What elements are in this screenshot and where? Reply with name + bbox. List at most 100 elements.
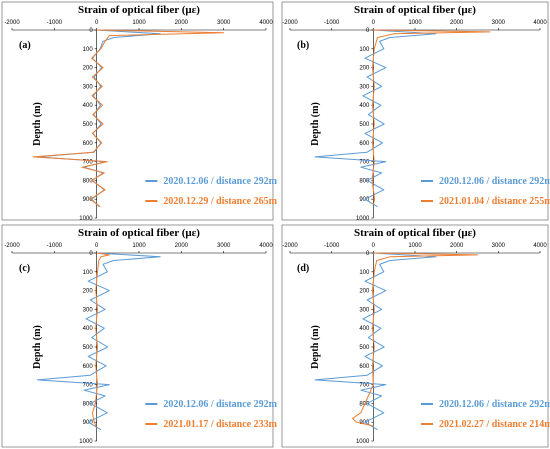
x-tick-label: 2000 — [450, 243, 464, 249]
y-tick-label: 700 — [359, 383, 370, 389]
x-tick-label: 3000 — [492, 243, 506, 249]
x-tick-label: -1000 — [47, 243, 63, 249]
y-tick-label: 0 — [89, 28, 93, 34]
series-line-2 — [352, 252, 478, 427]
x-tick-label: 0 — [95, 243, 99, 249]
y-axis-label: Depth (m) — [310, 325, 321, 369]
y-tick-label: 400 — [83, 103, 94, 109]
y-tick-label: 600 — [359, 141, 370, 147]
x-tick-label: 0 — [372, 243, 376, 249]
y-tick-label: 300 — [359, 307, 370, 313]
y-tick-label: 400 — [359, 103, 370, 109]
series-line-1 — [36, 252, 161, 431]
y-tick-label: 900 — [359, 197, 370, 203]
series-line-1 — [314, 29, 437, 208]
x-tick-label: -2000 — [282, 243, 298, 249]
series-line-1 — [314, 252, 437, 431]
legend-entry: 2020.12.06 / distance 292m — [439, 176, 550, 187]
y-tick-label: 400 — [359, 326, 370, 332]
y-axis-label: Depth (m) — [310, 102, 321, 146]
series-line-1 — [36, 29, 161, 208]
y-tick-label: 100 — [359, 47, 370, 53]
y-tick-label: 200 — [83, 289, 94, 295]
x-tick-label: -2000 — [282, 20, 298, 26]
panel-label: (a) — [19, 40, 31, 51]
y-tick-label: 1000 — [356, 439, 370, 445]
x-tick-label: 1000 — [132, 20, 146, 26]
x-tick-label: 2000 — [175, 20, 189, 26]
y-tick-label: 400 — [83, 326, 94, 332]
series-line-2 — [371, 29, 491, 205]
y-tick-label: 200 — [83, 66, 94, 72]
y-tick-label: 0 — [366, 28, 370, 34]
y-tick-label: 700 — [359, 160, 370, 166]
y-tick-label: 300 — [83, 307, 94, 313]
y-tick-label: 700 — [83, 383, 94, 389]
y-tick-label: 600 — [83, 141, 94, 147]
y-tick-label: 1000 — [79, 439, 93, 445]
y-tick-label: 200 — [359, 289, 370, 295]
x-tick-label: 3000 — [492, 20, 506, 26]
x-tick-label: 2000 — [450, 20, 464, 26]
x-tick-label: 1000 — [408, 243, 422, 249]
y-tick-label: 300 — [83, 84, 94, 90]
legend-entry: 2021.01.17 / distance 233m — [163, 419, 277, 430]
y-axis-label: Depth (m) — [32, 102, 43, 146]
y-tick-label: 800 — [359, 178, 370, 184]
x-tick-label: 3000 — [217, 20, 231, 26]
y-tick-label: 900 — [359, 420, 370, 426]
y-tick-label: 900 — [83, 420, 94, 426]
x-tick-label: -1000 — [47, 20, 63, 26]
y-tick-label: 1000 — [79, 216, 93, 222]
series-line-2 — [91, 252, 110, 429]
y-tick-label: 100 — [83, 47, 94, 53]
x-tick-label: 4000 — [533, 243, 547, 249]
chart-title: Strain of optical fiber (με) — [354, 4, 476, 16]
y-tick-label: 500 — [359, 345, 370, 351]
y-tick-label: 300 — [359, 84, 370, 90]
y-tick-label: 100 — [359, 270, 370, 276]
panel-label: (d) — [297, 263, 309, 274]
x-tick-label: 1000 — [132, 243, 146, 249]
y-tick-label: 1000 — [356, 216, 370, 222]
chart-title: Strain of optical fiber (με) — [78, 4, 200, 16]
x-tick-label: 4000 — [259, 20, 273, 26]
x-tick-label: 0 — [372, 20, 376, 26]
y-tick-label: 500 — [83, 345, 94, 351]
panel-frame — [281, 224, 549, 448]
x-tick-label: 1000 — [408, 20, 422, 26]
legend-entry: 2020.12.06 / distance 292m — [439, 399, 550, 410]
chart-panel-4: Strain of optical fiber (με) -2000 -1000 0 1… — [281, 224, 550, 448]
legend-entry: 2021.02.27 / distance 214m — [439, 419, 550, 430]
panel-label: (c) — [19, 263, 30, 274]
y-tick-label: 0 — [366, 251, 370, 257]
panel-frame — [1, 224, 274, 448]
y-tick-label: 500 — [359, 122, 370, 128]
y-tick-label: 200 — [359, 66, 370, 72]
y-tick-label: 600 — [83, 364, 94, 370]
panel-frame — [1, 1, 274, 221]
y-tick-label: 900 — [83, 197, 94, 203]
y-tick-label: 600 — [359, 364, 370, 370]
y-tick-label: 500 — [83, 122, 94, 128]
legend-entry: 2020.12.06 / distance 292m — [163, 176, 277, 187]
y-axis-label: Depth (m) — [32, 325, 43, 369]
chart-title: Strain of optical fiber (με) — [354, 227, 476, 239]
chart-panel-3: Strain of optical fiber (με) -2000 -1000 0 1… — [1, 224, 278, 448]
y-tick-label: 800 — [83, 178, 94, 184]
chart-panel-2: Strain of optical fiber (με) -2000 -1000 0 1… — [281, 1, 550, 222]
x-tick-label: 0 — [95, 20, 99, 26]
y-tick-label: 100 — [83, 270, 94, 276]
x-tick-label: -1000 — [324, 20, 340, 26]
panel-frame — [281, 1, 549, 221]
legend-entry: 2021.01.04 / distance 255m — [439, 196, 550, 207]
x-tick-label: 4000 — [533, 20, 547, 26]
x-tick-label: -2000 — [4, 243, 20, 249]
y-tick-label: 0 — [89, 251, 93, 257]
x-tick-label: 3000 — [217, 243, 231, 249]
series-line-2 — [32, 29, 225, 208]
chart-panel-1: Strain of optical fiber (με) -2000 -1000 0 1… — [1, 1, 278, 222]
y-tick-label: 700 — [83, 160, 94, 166]
x-tick-label: 4000 — [259, 243, 273, 249]
